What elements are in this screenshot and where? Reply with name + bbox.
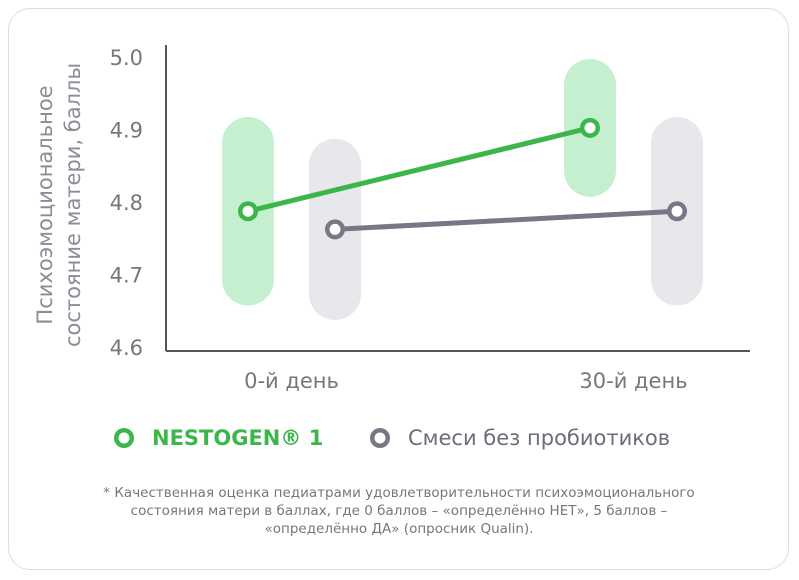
y-tick-label: 4.6 <box>110 336 143 360</box>
legend-label: NESTOGEN® 1 <box>152 426 323 450</box>
x-tick-label: 30-й день <box>579 369 687 393</box>
point-inner <box>329 223 341 235</box>
legend-marker-inner <box>374 432 386 444</box>
series-line <box>247 125 591 214</box>
y-axis-label: состояние матери, баллы <box>61 63 85 347</box>
footnote: * Качественная оценка педиатрами удовлет… <box>103 485 694 501</box>
series-line <box>334 208 678 232</box>
y-tick-label: 5.0 <box>110 46 143 70</box>
point-inner <box>584 122 596 134</box>
card <box>8 8 789 570</box>
legend-marker-inner <box>118 432 130 444</box>
footnote: состояния матери в баллах, где 0 баллов … <box>131 503 668 519</box>
point-inner <box>671 205 683 217</box>
y-tick-label: 4.9 <box>110 119 143 143</box>
y-tick-label: 4.8 <box>110 191 143 215</box>
y-tick-label: 4.7 <box>110 264 143 288</box>
x-tick-label: 0-й день <box>244 369 339 393</box>
y-axis-label: Психоэмоциональное <box>33 85 57 324</box>
footnote: «определённо ДА» (опросник Qualin). <box>264 521 533 537</box>
point-inner <box>242 205 254 217</box>
legend-label: Смеси без пробиотиков <box>408 426 670 450</box>
